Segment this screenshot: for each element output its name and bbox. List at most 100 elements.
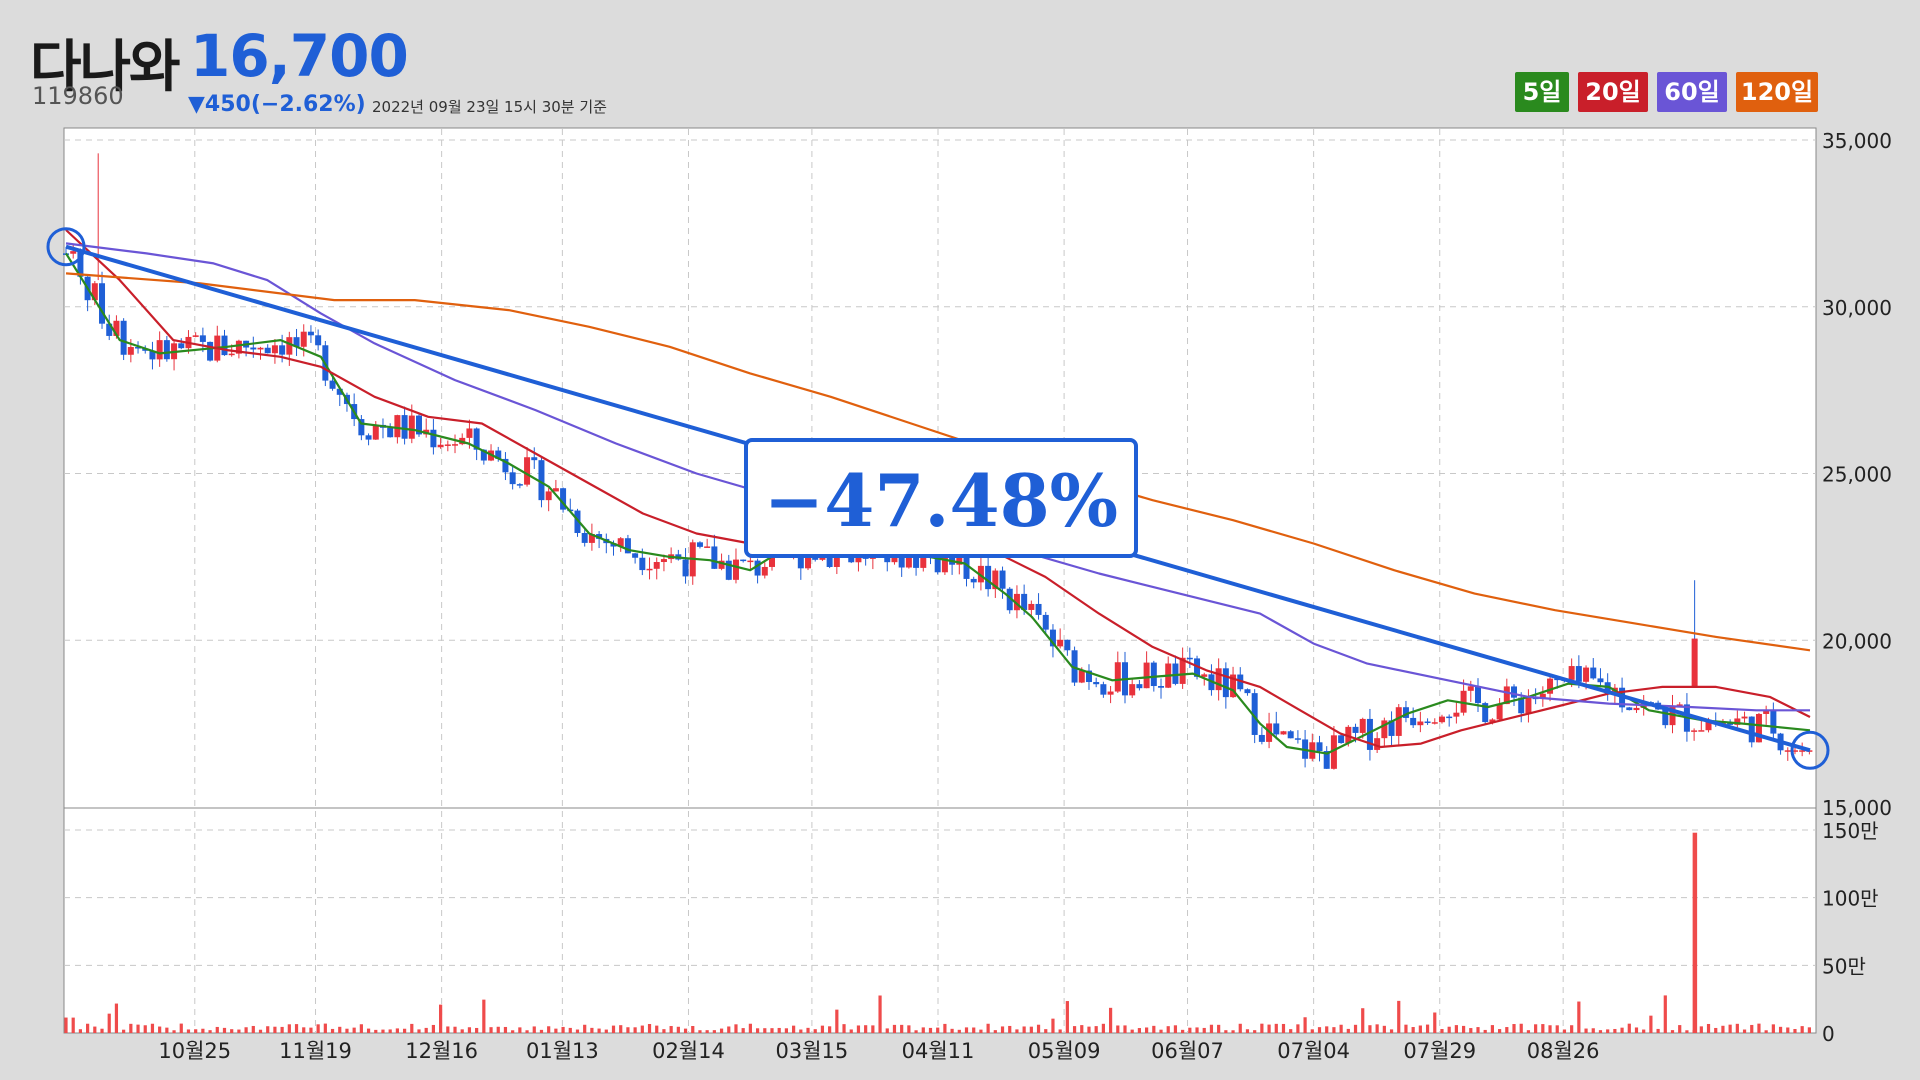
candle-body xyxy=(156,340,163,360)
volume-bar xyxy=(950,1028,954,1033)
candle-body xyxy=(660,559,667,563)
volume-bar xyxy=(669,1026,673,1033)
candle-body xyxy=(1071,650,1078,683)
volume-bar xyxy=(410,1023,414,1033)
volume-bar xyxy=(244,1027,248,1033)
candle-body xyxy=(106,323,113,336)
volume-bar xyxy=(1195,1027,1199,1033)
volume-bar xyxy=(1764,1030,1768,1033)
volume-bar xyxy=(878,995,882,1033)
candle-body xyxy=(1006,588,1013,611)
candle-body xyxy=(1158,686,1165,688)
candle-body xyxy=(1078,670,1085,683)
volume-bar xyxy=(1087,1026,1091,1033)
candle-body xyxy=(509,472,516,485)
candle-body xyxy=(1143,662,1150,689)
volume-bar xyxy=(482,999,486,1033)
candle-body xyxy=(1028,603,1035,610)
candle-body xyxy=(1273,723,1280,735)
candle-body xyxy=(524,457,531,485)
legend-60d: 60일 xyxy=(1657,72,1727,112)
price-tick-label: 35,000 xyxy=(1822,129,1892,153)
volume-bar xyxy=(518,1027,522,1033)
volume-bar xyxy=(1008,1025,1012,1033)
volume-bar xyxy=(1022,1026,1026,1033)
volume-bar xyxy=(1425,1024,1430,1033)
candle-body xyxy=(1460,690,1467,713)
candle-body xyxy=(1244,689,1251,694)
volume-bar xyxy=(1231,1030,1235,1033)
candle-body xyxy=(1323,751,1330,769)
volume-bar xyxy=(1253,1030,1257,1033)
volume-bar xyxy=(1382,1025,1386,1033)
volume-bar xyxy=(820,1025,825,1033)
candle-body xyxy=(682,559,689,577)
volume-bar xyxy=(1317,1027,1322,1033)
candle-body xyxy=(1366,718,1373,750)
candle-body xyxy=(1021,593,1028,610)
volume-bar xyxy=(1058,1029,1062,1033)
candle-body xyxy=(127,347,134,355)
volume-bar xyxy=(352,1027,356,1033)
volume-bar xyxy=(237,1029,241,1033)
candle-body xyxy=(1330,735,1337,769)
volume-bar xyxy=(503,1026,508,1033)
candle-body xyxy=(805,553,812,569)
candle-body xyxy=(905,552,912,568)
volume-bar xyxy=(1793,1028,1797,1033)
candle-body xyxy=(271,345,278,354)
stock-code: 119860 xyxy=(32,82,124,110)
volume-bar xyxy=(1310,1029,1314,1033)
candle-body xyxy=(632,553,639,558)
volume-bar xyxy=(1519,1023,1523,1033)
percent-change-label: −47.48% xyxy=(764,458,1118,543)
candle-body xyxy=(1338,735,1345,744)
candle-body xyxy=(199,335,206,342)
candle-body xyxy=(545,491,552,501)
volume-bar xyxy=(705,1030,709,1033)
volume-bar xyxy=(921,1027,925,1033)
candle-body xyxy=(1035,603,1042,615)
start-marker xyxy=(46,227,86,267)
volume-bar xyxy=(979,1029,983,1033)
candle-body xyxy=(1791,750,1798,752)
volume-bar xyxy=(1209,1024,1214,1033)
volume-bar xyxy=(1145,1027,1149,1033)
volume-bar xyxy=(1591,1028,1595,1033)
volume-bar xyxy=(928,1027,933,1033)
volume-bar xyxy=(107,1013,111,1033)
candle-body xyxy=(531,457,538,461)
candle-body xyxy=(1093,682,1100,685)
volume-bar xyxy=(662,1029,666,1033)
candle-body xyxy=(149,350,156,360)
price-tick-label: 25,000 xyxy=(1822,463,1892,487)
candle-body xyxy=(1100,684,1107,695)
volume-bar xyxy=(972,1027,976,1033)
volume-bar xyxy=(532,1026,536,1033)
volume-bar xyxy=(359,1024,363,1033)
candle-body xyxy=(1057,639,1064,647)
candle-body xyxy=(1734,718,1741,725)
candle-body xyxy=(1194,658,1201,677)
candle-body xyxy=(718,560,725,569)
volume-bar xyxy=(770,1028,774,1033)
volume-bar xyxy=(1433,1012,1437,1033)
candle-body xyxy=(120,320,127,355)
candle-body xyxy=(1467,686,1474,691)
candle-body xyxy=(1230,674,1237,698)
volume-bar xyxy=(777,1027,781,1033)
volume-bar xyxy=(792,1025,796,1033)
candle-body xyxy=(473,428,480,450)
volume-bar xyxy=(366,1028,371,1033)
volume-bar xyxy=(698,1030,702,1033)
volume-bar xyxy=(1483,1029,1487,1033)
candle-body xyxy=(1453,712,1460,717)
candle-body xyxy=(358,419,365,436)
price-tick-label: 15,000 xyxy=(1822,796,1892,820)
volume-bar xyxy=(129,1023,133,1033)
volume-bar xyxy=(539,1029,544,1033)
volume-bar xyxy=(885,1028,889,1033)
candle-body xyxy=(1474,686,1481,704)
volume-bar xyxy=(424,1027,428,1033)
volume-bar xyxy=(1670,1030,1675,1033)
